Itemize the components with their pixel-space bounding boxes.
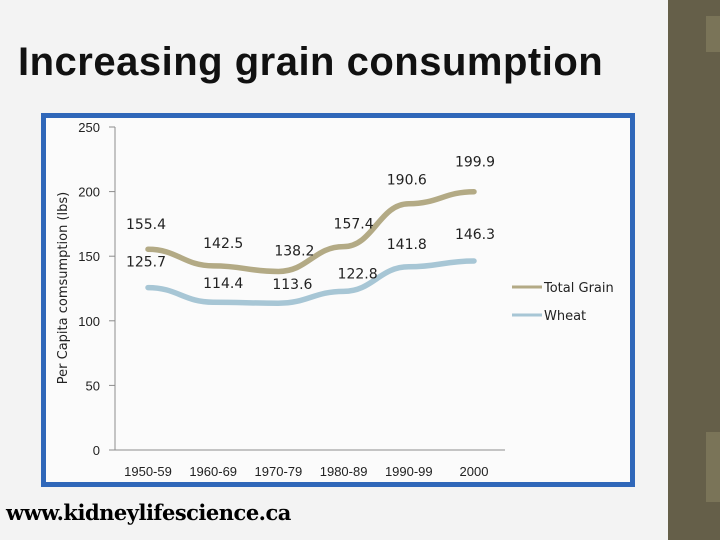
data-label: 114.4 — [203, 276, 243, 292]
data-label: 138.2 — [274, 243, 314, 259]
series-line-wheat — [145, 258, 477, 306]
data-label: 155.4 — [126, 217, 166, 233]
data-label: 190.6 — [387, 173, 427, 189]
y-tick-label: 50 — [86, 378, 100, 393]
y-tick-label: 100 — [78, 314, 100, 329]
data-label: 125.7 — [126, 255, 166, 271]
watermark-logo: www.kidneylifescience.ca — [6, 500, 291, 525]
decorative-sidebar-block-top — [706, 16, 720, 52]
x-tick-label: 1990-99 — [385, 464, 433, 479]
chart-frame — [41, 113, 635, 487]
y-tick-label: 250 — [78, 120, 100, 135]
data-label: 199.9 — [455, 155, 495, 171]
x-tick-label: 1950-59 — [124, 464, 172, 479]
y-tick-label: 150 — [78, 249, 100, 264]
data-label: 142.5 — [203, 236, 243, 252]
y-axis-label: Per Capita comsumption (lbs) — [56, 192, 71, 384]
legend-label: Wheat — [544, 309, 586, 324]
y-tick-label: 0 — [93, 443, 100, 458]
x-tick-label: 2000 — [460, 464, 489, 479]
data-label: 157.4 — [334, 217, 374, 233]
series-line-total-grain — [145, 188, 477, 275]
data-label: 113.6 — [272, 277, 312, 293]
x-tick-label: 1980-89 — [320, 464, 368, 479]
decorative-sidebar-block-bottom — [706, 432, 720, 502]
legend-label: Total Grain — [543, 281, 614, 296]
x-tick-label: 1970-79 — [255, 464, 303, 479]
x-tick-label: 1960-69 — [189, 464, 237, 479]
data-label: 146.3 — [455, 227, 495, 243]
slide-title: Increasing grain consumption — [18, 40, 604, 84]
data-label: 141.8 — [387, 237, 427, 253]
data-label: 122.8 — [338, 266, 378, 282]
y-tick-label: 200 — [78, 185, 100, 200]
